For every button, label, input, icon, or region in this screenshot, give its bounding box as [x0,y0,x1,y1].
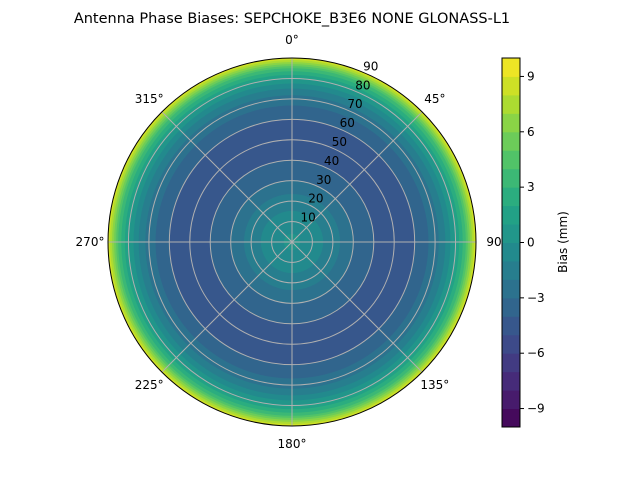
colorbar-label: Bias (mm) [556,211,570,273]
theta-tick-label: 90 [486,235,501,249]
r-tick-label: 20 [308,192,323,206]
colorbar: −9 −6 −3 0 3 6 9 [501,57,545,428]
theta-gridline [161,241,293,373]
r-tick-label: 90 [363,59,378,73]
colorbar-level [502,113,520,133]
r-tick-label: 30 [316,173,331,187]
colorbar-tick-label: −9 [527,402,545,416]
theta-tick-label: 225° [135,378,164,392]
colorbar-tick-label: 9 [527,69,535,83]
colorbar-tick-label: −3 [527,291,545,305]
theta-gridline [291,111,423,243]
theta-tick-label: 180° [278,437,307,451]
theta-tick-label: 135° [420,378,449,392]
colorbar-level [502,187,520,207]
colorbar-tick-label: 3 [527,180,535,194]
colorbar-tick-label: −6 [527,346,545,360]
colorbar-level [502,334,520,354]
r-tick-label: 80 [355,78,370,92]
colorbar-level [502,408,520,428]
chart-title: Antenna Phase Biases: SEPCHOKE_B3E6 NONE… [74,11,510,27]
polar-grid [107,57,477,427]
theta-gridline [291,241,423,373]
colorbar-level [502,58,520,77]
r-tick-label: 60 [340,116,355,130]
r-tick-label: 10 [300,211,315,225]
colorbar-level [502,131,520,151]
colorbar-level [502,242,520,262]
r-tick-label: 50 [332,135,347,149]
colorbar-tick-label: 0 [527,236,535,250]
colorbar-level [502,205,520,225]
colorbar-level [502,224,520,243]
theta-tick-label: 270° [76,235,105,249]
polar-frame [107,57,477,427]
colorbar-tick-label: 6 [527,125,535,139]
colorbar-level [502,279,520,299]
colorbar-level [502,353,520,373]
colorbar-level [502,260,520,280]
theta-tick-label: 45° [424,92,445,106]
theta-tick-label: 315° [135,92,164,106]
colorbar-level [502,297,520,317]
theta-tick-label: 0° [285,33,299,47]
colorbar-level [502,390,520,410]
r-tick-label: 70 [347,97,362,111]
colorbar-level [502,76,520,96]
colorbar-level [502,316,520,336]
colorbar-level [502,150,520,170]
colorbar-level [502,168,520,188]
colorbar-level [502,94,520,114]
r-tick-label: 40 [324,154,339,168]
tick-labels: 0° 45° 90 135° 180° 225° 270° 315° 10 20 30 40 50 60 7… [76,33,502,451]
colorbar-level [502,371,520,391]
theta-gridline [161,111,293,243]
